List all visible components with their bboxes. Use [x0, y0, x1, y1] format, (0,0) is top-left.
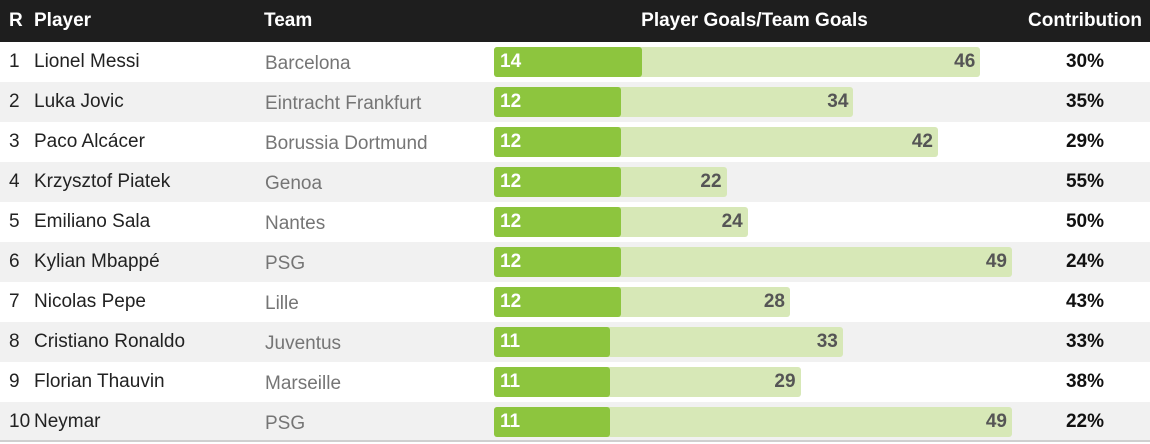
table-row: 3 Paco Alcácer Borussia Dortmund 12 42 29%: [0, 122, 1150, 162]
team-goals-label: 34: [827, 91, 849, 112]
player-goals-bar: [494, 167, 621, 197]
team-goals-label: 46: [954, 51, 976, 72]
rank-cell: 1: [9, 51, 20, 72]
table-row: 2 Luka Jovic Eintracht Frankfurt 12 34 35%: [0, 82, 1150, 122]
player-goals-bar: [494, 207, 621, 237]
team-name: Eintracht Frankfurt: [265, 93, 422, 114]
table-row: 1 Lionel Messi Barcelona 14 46 30%: [0, 42, 1150, 82]
bottom-divider: [0, 440, 1150, 442]
team-name: Marseille: [265, 373, 342, 394]
player-name: Neymar: [34, 411, 101, 432]
team-goals-label: 29: [774, 371, 796, 392]
team-goals-label: 22: [700, 171, 722, 192]
table-header: R Player Team Player Goals/Team Goals Co…: [0, 0, 1150, 42]
player-goals-bar: [494, 127, 621, 157]
contribution-cell: 24%: [1065, 251, 1105, 272]
player-name: Emiliano Sala: [34, 211, 151, 232]
contribution-cell: 50%: [1065, 211, 1105, 232]
team-name: PSG: [265, 253, 306, 274]
team-name: Nantes: [265, 213, 326, 234]
contribution-cell: 43%: [1065, 291, 1105, 312]
rank-cell: 4: [9, 171, 20, 192]
player-name: Kylian Mbappé: [34, 251, 160, 272]
team-name: PSG: [265, 413, 306, 434]
player-goals-label: 11: [500, 331, 521, 352]
player-goals-label: 11: [500, 371, 521, 392]
player-name: Paco Alcácer: [34, 131, 145, 152]
team-goals-label: 33: [816, 331, 838, 352]
player-goals-bar: [494, 327, 611, 357]
table-row: 5 Emiliano Sala Nantes 12 24 50%: [0, 202, 1150, 242]
team-goals-label: 28: [763, 291, 785, 312]
player-goals-label: 12: [500, 291, 522, 312]
player-goals-bar: [494, 407, 611, 437]
player-goals-bar: [494, 367, 611, 397]
player-name: Luka Jovic: [34, 91, 124, 112]
player-name: Krzysztof Piatek: [34, 171, 171, 192]
contribution-cell: 30%: [1065, 51, 1105, 72]
table-row: 4 Krzysztof Piatek Genoa 12 22 55%: [0, 162, 1150, 202]
table-row: 6 Kylian Mbappé PSG 12 49 24%: [0, 242, 1150, 282]
table-row: 10 Neymar PSG 11 49 22%: [0, 402, 1150, 442]
contribution-cell: 35%: [1065, 91, 1105, 112]
contribution-cell: 29%: [1065, 131, 1105, 152]
rank-cell: 3: [9, 131, 20, 152]
team-name: Lille: [265, 293, 299, 314]
contribution-cell: 38%: [1065, 371, 1105, 392]
team-goals-label: 24: [721, 211, 743, 232]
team-name: Borussia Dortmund: [265, 133, 428, 154]
rank-cell: 9: [9, 371, 20, 392]
player-goals-label: 12: [500, 171, 522, 192]
player-name: Florian Thauvin: [34, 371, 165, 392]
rank-cell: 2: [9, 91, 20, 112]
rank-cell: 7: [9, 291, 20, 312]
player-goals-bar: [494, 287, 621, 317]
player-goals-bar: [494, 247, 621, 277]
header-rank: R: [9, 10, 23, 31]
contribution-cell: 22%: [1065, 411, 1105, 432]
team-goals-label: 49: [985, 411, 1007, 432]
player-goals-label: 12: [500, 131, 522, 152]
player-name: Lionel Messi: [34, 51, 140, 72]
header-player: Player: [34, 10, 92, 31]
player-name: Nicolas Pepe: [34, 291, 146, 312]
team-goals-label: 42: [911, 131, 933, 152]
team-name: Juventus: [265, 333, 342, 354]
table-row: 7 Nicolas Pepe Lille 12 28 43%: [0, 282, 1150, 322]
player-goals-label: 12: [500, 211, 522, 232]
team-name: Genoa: [265, 173, 323, 194]
rank-cell: 5: [9, 211, 20, 232]
header-goals: Player Goals/Team Goals: [641, 10, 868, 31]
rank-cell: 10: [9, 411, 31, 432]
player-goals-label: 12: [500, 91, 522, 112]
player-name: Cristiano Ronaldo: [34, 331, 186, 352]
team-goals-label: 49: [985, 251, 1007, 272]
contribution-cell: 33%: [1065, 331, 1105, 352]
player-goals-label: 12: [500, 251, 522, 272]
player-goals-bar: [494, 87, 621, 117]
table-row: 8 Cristiano Ronaldo Juventus 11 33 33%: [0, 322, 1150, 362]
player-goals-label: 14: [500, 51, 522, 72]
contribution-cell: 55%: [1065, 171, 1105, 192]
rank-cell: 8: [9, 331, 20, 352]
table-row: 9 Florian Thauvin Marseille 11 29 38%: [0, 362, 1150, 402]
player-goals-bar: [494, 47, 642, 77]
header-contribution: Contribution: [1028, 10, 1142, 31]
header-team: Team: [264, 10, 313, 31]
team-name: Barcelona: [265, 53, 351, 74]
player-goals-label: 11: [500, 411, 521, 432]
rank-cell: 6: [9, 251, 20, 272]
